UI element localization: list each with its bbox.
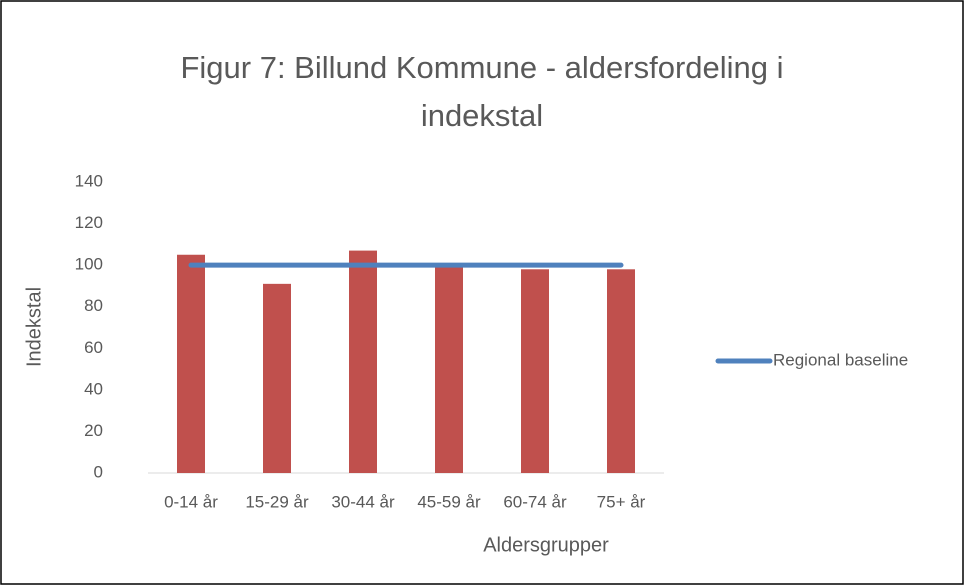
y-tick-label: 100 (75, 255, 103, 274)
bar (349, 250, 377, 473)
x-axis-label: Aldersgrupper (483, 534, 609, 556)
bar (435, 267, 463, 473)
y-tick-label: 20 (84, 421, 103, 440)
y-axis-label: Indekstal (23, 287, 45, 367)
y-tick-label: 120 (75, 213, 103, 232)
bar (263, 283, 291, 473)
x-tick-label: 60-74 år (503, 492, 567, 511)
x-tick-label: 75+ år (597, 492, 646, 511)
chart-title-continued: indekstal (421, 98, 543, 133)
y-tick-label: 140 (75, 171, 103, 190)
bar (177, 254, 205, 473)
x-tick-label: 30-44 år (331, 492, 395, 511)
x-tick-label: 15-29 år (245, 492, 309, 511)
y-tick-label: 0 (94, 462, 103, 481)
y-tick-label: 80 (84, 296, 103, 315)
legend-label: Regional baseline (773, 350, 908, 369)
y-tick-label: 40 (84, 379, 103, 398)
y-tick-label: 60 (84, 338, 103, 357)
chart-title: Figur 7: Billund Kommune - aldersfordeli… (180, 50, 783, 85)
bar (607, 269, 635, 473)
bar (521, 269, 549, 473)
x-tick-label: 0-14 år (164, 492, 218, 511)
x-tick-label: 45-59 år (417, 492, 481, 511)
